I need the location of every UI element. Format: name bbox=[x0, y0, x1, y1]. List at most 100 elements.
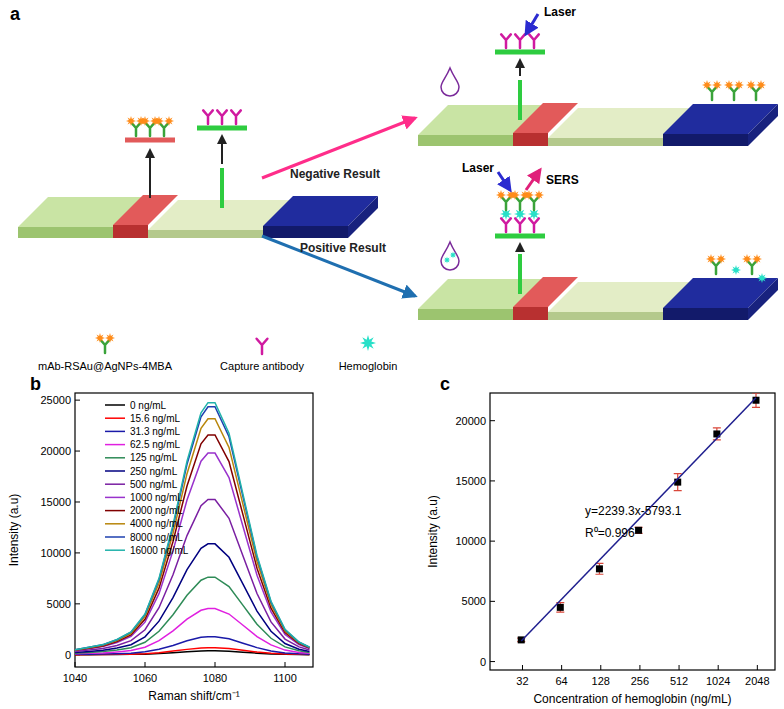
y-tick-label: 25000 bbox=[40, 394, 71, 406]
legend-label: 125 ng/mL bbox=[130, 452, 178, 463]
test-line bbox=[518, 80, 522, 120]
laser-label: Laser bbox=[462, 161, 494, 175]
y-tick-label: 10000 bbox=[455, 535, 486, 547]
star-icon bbox=[706, 254, 716, 264]
antibody-icon bbox=[529, 196, 539, 210]
legend-swatch bbox=[105, 549, 125, 551]
capture-bar bbox=[197, 126, 247, 131]
panel-label: c bbox=[440, 374, 450, 394]
plot-frame bbox=[490, 393, 775, 670]
star-icon bbox=[154, 116, 164, 126]
x-tick bbox=[561, 665, 562, 670]
x-tick-label: 1040 bbox=[63, 672, 87, 684]
antibody-icon bbox=[203, 110, 213, 124]
y-tick bbox=[75, 451, 80, 452]
antibody-icon bbox=[729, 86, 739, 100]
star-icon bbox=[742, 254, 752, 264]
legend-swatch bbox=[105, 523, 125, 525]
plot-data bbox=[75, 403, 310, 655]
data-point bbox=[635, 527, 642, 534]
figure: aNegative ResultPositive ResultLaserLase… bbox=[0, 0, 784, 709]
star-icon bbox=[164, 116, 174, 126]
y-tick bbox=[490, 601, 495, 602]
annotation: y=2239.3x-5793.1 bbox=[585, 504, 682, 518]
laser-arrow bbox=[498, 172, 510, 190]
antibody-icon bbox=[707, 86, 717, 100]
x-tick-label: 512 bbox=[670, 675, 688, 687]
key-label: Capture antibody bbox=[220, 360, 304, 372]
star-icon bbox=[510, 190, 520, 200]
key-label: mAb-RSAu@AgNPs-4MBA bbox=[38, 360, 173, 372]
star-icon bbox=[450, 252, 457, 259]
y-tick-label: 5000 bbox=[462, 595, 486, 607]
test-line bbox=[220, 168, 224, 208]
conjugate-bar bbox=[125, 138, 175, 143]
arrow bbox=[519, 60, 521, 76]
result-label: Negative Result bbox=[290, 167, 380, 181]
antibody-icon bbox=[529, 218, 539, 232]
y-tick bbox=[75, 552, 80, 553]
annotation: R⁰=0.996 bbox=[585, 526, 635, 540]
y-tick-label: 10000 bbox=[40, 547, 71, 559]
y-tick-label: 0 bbox=[65, 649, 71, 661]
antibody-icon bbox=[501, 218, 511, 232]
y-tick bbox=[75, 400, 80, 401]
strip-front bbox=[148, 230, 263, 238]
droplet bbox=[441, 242, 459, 270]
panel-label: a bbox=[10, 4, 21, 24]
x-tick bbox=[145, 662, 146, 667]
legend-label: 0 ng/mL bbox=[130, 400, 167, 411]
strip-front bbox=[513, 133, 548, 146]
key-label: Hemoglobin bbox=[339, 360, 398, 372]
legend-swatch bbox=[105, 470, 125, 472]
sers-label: SERS bbox=[546, 173, 579, 187]
legend-swatch bbox=[105, 444, 125, 446]
legend-label: 4000 ng/mL bbox=[130, 518, 183, 529]
capture-bar bbox=[495, 50, 545, 55]
antibody-icon bbox=[751, 86, 761, 100]
star-icon bbox=[534, 190, 544, 200]
strip-front bbox=[113, 225, 148, 238]
x-tick-label: 32 bbox=[516, 675, 528, 687]
legend-swatch bbox=[105, 457, 125, 459]
error-bar bbox=[595, 563, 603, 574]
result-label: Positive Result bbox=[300, 241, 386, 255]
x-axis-label: Raman shift/cm⁻¹ bbox=[148, 689, 239, 703]
test-strip bbox=[418, 277, 778, 320]
droplet bbox=[441, 68, 459, 96]
antibody-icon bbox=[711, 260, 721, 274]
star-icon bbox=[524, 190, 534, 200]
y-tick-label: 0 bbox=[480, 656, 486, 668]
star-icon bbox=[716, 254, 726, 264]
x-tick bbox=[718, 665, 719, 670]
y-axis-label: Intensity (a.u) bbox=[7, 494, 21, 567]
legend-label: 250 ng/mL bbox=[130, 466, 178, 477]
legend-swatch bbox=[105, 417, 125, 419]
x-tick-label: 128 bbox=[592, 675, 610, 687]
series-line bbox=[521, 398, 756, 641]
strip-front bbox=[418, 135, 513, 146]
legend-label: 16000 ng/mL bbox=[130, 545, 189, 556]
series-line bbox=[75, 499, 310, 651]
series-line bbox=[75, 403, 310, 650]
star-icon bbox=[360, 335, 376, 351]
star-icon bbox=[105, 333, 115, 343]
data-point bbox=[557, 604, 564, 611]
series-line bbox=[75, 453, 310, 651]
antibody-icon bbox=[515, 196, 525, 210]
chart: c326412825651210242048050001000015000200… bbox=[426, 374, 775, 706]
arrow bbox=[519, 244, 521, 250]
x-tick bbox=[639, 665, 640, 670]
antibody-icon bbox=[747, 260, 757, 274]
test-strip bbox=[418, 103, 778, 146]
strip-side bbox=[348, 196, 378, 238]
panel-a: aNegative ResultPositive ResultLaserLase… bbox=[10, 4, 778, 372]
y-tick-label: 15000 bbox=[455, 475, 486, 487]
x-tick-label: 1080 bbox=[203, 672, 227, 684]
strip-front bbox=[663, 308, 748, 320]
x-tick-label: 1060 bbox=[133, 672, 157, 684]
legend-swatch bbox=[105, 510, 125, 512]
x-tick bbox=[600, 665, 601, 670]
error-bar bbox=[635, 527, 643, 533]
sers-arrow bbox=[526, 170, 540, 190]
